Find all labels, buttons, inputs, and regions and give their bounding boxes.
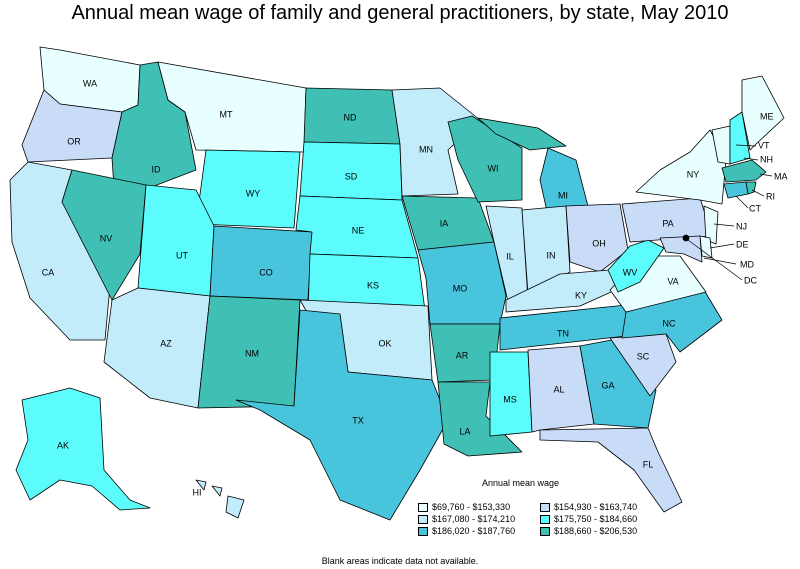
label-az: AZ bbox=[160, 338, 172, 348]
label-sd: SD bbox=[345, 171, 358, 181]
label-dc: DC bbox=[744, 275, 757, 285]
legend-label: $186,020 - $187,760 bbox=[432, 526, 516, 536]
state-tx[interactable] bbox=[235, 309, 449, 521]
state-dc[interactable] bbox=[682, 234, 690, 242]
state-az[interactable] bbox=[103, 287, 211, 409]
label-ca: CA bbox=[42, 267, 55, 277]
label-md: MD bbox=[740, 259, 754, 269]
legend-item: $154,930 - $163,740 bbox=[540, 502, 637, 512]
label-ct: CT bbox=[749, 203, 761, 213]
legend-swatch bbox=[540, 526, 550, 536]
label-sc: SC bbox=[637, 351, 650, 361]
footnote: Blank areas indicate data not available. bbox=[321, 556, 479, 566]
label-mo: MO bbox=[453, 283, 468, 293]
legend-label: $175,750 - $184,660 bbox=[554, 514, 638, 524]
label-id: ID bbox=[152, 164, 162, 174]
state-me[interactable] bbox=[741, 75, 785, 151]
label-tx: TX bbox=[352, 415, 364, 425]
label-ne: NE bbox=[352, 225, 365, 235]
label-wi: WI bbox=[488, 163, 499, 173]
label-mt: MT bbox=[220, 109, 233, 119]
callout-lines bbox=[687, 144, 773, 281]
label-nm: NM bbox=[245, 348, 259, 358]
label-co: CO bbox=[259, 267, 273, 277]
state-mn[interactable] bbox=[391, 87, 481, 197]
label-ky: KY bbox=[575, 290, 587, 300]
legend-label: $154,930 - $163,740 bbox=[554, 502, 638, 512]
legend-label: $188,660 - $206,530 bbox=[554, 526, 638, 536]
state-ma[interactable] bbox=[721, 159, 767, 183]
label-or: OR bbox=[67, 136, 81, 146]
label-mn: MN bbox=[419, 144, 433, 154]
label-de: DE bbox=[736, 239, 749, 249]
label-ia: IA bbox=[440, 218, 449, 228]
label-wv: WV bbox=[623, 267, 638, 277]
label-in: IN bbox=[547, 250, 556, 260]
map-title: Annual mean wage of family and general p… bbox=[71, 2, 729, 24]
label-wa: WA bbox=[83, 78, 97, 88]
legend-swatch bbox=[540, 514, 550, 524]
state-ca[interactable] bbox=[9, 161, 111, 341]
label-ak: AK bbox=[57, 440, 69, 450]
state-hi[interactable] bbox=[195, 479, 245, 519]
state-ri[interactable] bbox=[745, 181, 757, 195]
label-tn: TN bbox=[557, 328, 569, 338]
label-oh: OH bbox=[592, 238, 606, 248]
label-nv: NV bbox=[100, 233, 113, 243]
label-ri: RI bbox=[766, 191, 775, 201]
label-al: AL bbox=[553, 384, 564, 394]
legend-label: $167,080 - $174,210 bbox=[432, 514, 516, 524]
legend-item: $175,750 - $184,660 bbox=[540, 514, 637, 524]
label-ga: GA bbox=[601, 380, 614, 390]
legend-item: $69,760 - $153,330 bbox=[418, 502, 510, 512]
state-labels: WA OR CA ID NV MT WY UT AZ CO NM ND SD N… bbox=[42, 78, 788, 497]
label-ks: KS bbox=[367, 280, 379, 290]
state-nh[interactable] bbox=[729, 111, 751, 165]
label-ms: MS bbox=[503, 394, 517, 404]
label-ma: MA bbox=[774, 171, 788, 181]
legend-swatch bbox=[418, 514, 428, 524]
legend-swatch bbox=[540, 502, 550, 512]
state-ny[interactable] bbox=[635, 129, 727, 205]
label-nc: NC bbox=[663, 318, 676, 328]
state-nv[interactable] bbox=[61, 169, 147, 301]
state-fl[interactable] bbox=[539, 427, 683, 513]
label-il: IL bbox=[506, 251, 514, 261]
state-nj[interactable] bbox=[703, 205, 719, 245]
legend-swatch bbox=[418, 526, 428, 536]
label-nd: ND bbox=[344, 112, 357, 122]
label-ok: OK bbox=[378, 338, 391, 348]
label-vt: VT bbox=[758, 140, 770, 150]
legend-item: $186,020 - $187,760 bbox=[418, 526, 515, 536]
label-ut: UT bbox=[176, 250, 188, 260]
state-ak[interactable] bbox=[15, 387, 151, 511]
label-va: VA bbox=[667, 276, 678, 286]
label-fl: FL bbox=[643, 459, 654, 469]
legend-item: $188,660 - $206,530 bbox=[540, 526, 637, 536]
legend-title: Annual mean wage bbox=[482, 478, 560, 488]
label-ny: NY bbox=[687, 169, 700, 179]
state-oh[interactable] bbox=[565, 203, 629, 273]
state-co[interactable] bbox=[209, 225, 313, 301]
label-mi: MI bbox=[558, 190, 568, 200]
label-nj: NJ bbox=[736, 221, 747, 231]
label-ar: AR bbox=[456, 350, 469, 360]
state-ct[interactable] bbox=[723, 181, 749, 199]
label-me: ME bbox=[760, 111, 774, 121]
label-la: LA bbox=[459, 426, 470, 436]
legend-label: $69,760 - $153,330 bbox=[432, 502, 511, 512]
label-hi: HI bbox=[193, 487, 202, 497]
state-in[interactable] bbox=[521, 205, 571, 295]
legend-swatch bbox=[418, 502, 428, 512]
label-wy: WY bbox=[246, 188, 261, 198]
label-pa: PA bbox=[662, 218, 673, 228]
state-al[interactable] bbox=[527, 345, 595, 433]
label-nh: NH bbox=[760, 154, 773, 164]
legend-item: $167,080 - $174,210 bbox=[418, 514, 515, 524]
